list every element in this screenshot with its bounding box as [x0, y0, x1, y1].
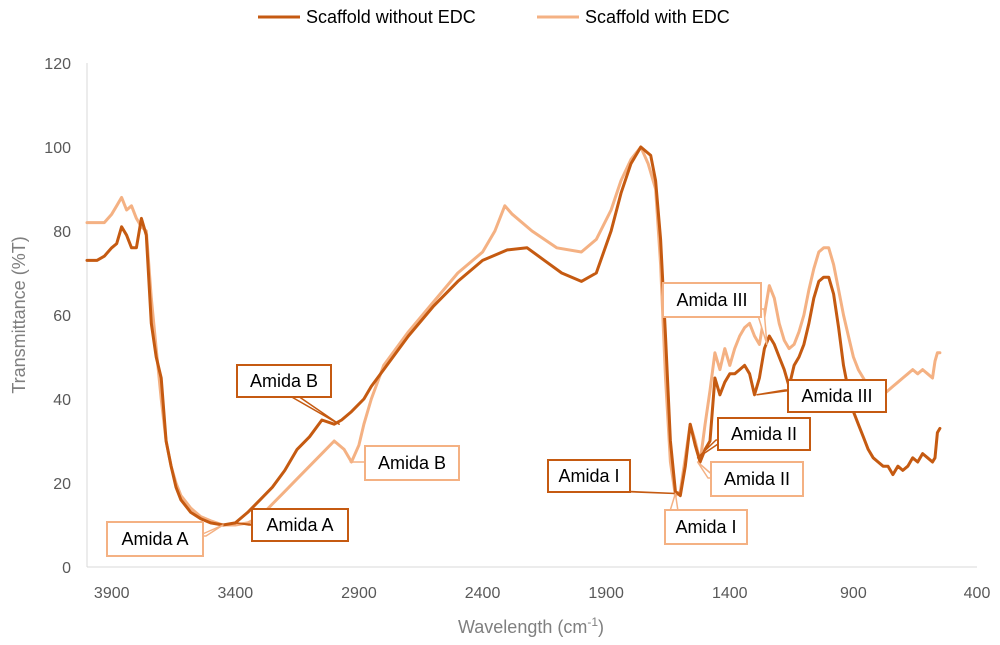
callout-label: Amida III: [676, 290, 747, 310]
y-tick-label: 40: [53, 392, 71, 409]
annotation-callout: Amida II: [696, 417, 811, 459]
series-line-1: [85, 145, 942, 527]
callout-label: Amida B: [378, 453, 446, 473]
annotation-callout: Amida B: [349, 445, 460, 481]
series-line-2: [85, 145, 942, 527]
callout-label: Amida B: [250, 371, 318, 391]
x-tick-labels: 3900 3400 2900 2400 1900 1400 900 400: [94, 585, 991, 602]
callout-label: Amida A: [121, 529, 188, 549]
legend-label-series-1: Scaffold without EDC: [306, 7, 476, 27]
callout-box: [106, 521, 204, 557]
annotations: Amida A Amida A Amida B Amida B Amida I Amida…: [106, 282, 887, 557]
plot-area: [85, 145, 942, 527]
x-tick-label: 1400: [712, 585, 748, 602]
callout-box: [547, 459, 631, 493]
annotation-callout: Amida B: [236, 364, 340, 425]
callout-leader: [289, 395, 340, 425]
callout-box: [251, 508, 349, 542]
x-axis-title: Wavelength (cm-1): [458, 615, 604, 637]
annotation-callout: Amida III: [756, 379, 887, 413]
annotation-callout: Amida A: [234, 508, 349, 542]
x-tick-label: 1900: [588, 585, 624, 602]
y-tick-label: 120: [44, 56, 71, 73]
y-axis-title: Transmittance (%T): [9, 236, 29, 393]
legend-label-series-2: Scaffold with EDC: [585, 7, 730, 27]
callout-box: [787, 379, 887, 413]
callout-label: Amida I: [675, 517, 736, 537]
callout-label: Amida I: [558, 466, 619, 486]
annotation-callout: Amida I: [547, 459, 677, 495]
x-tick-label: 900: [840, 585, 867, 602]
x-tick-label: 2900: [341, 585, 377, 602]
callout-box: [664, 509, 748, 545]
y-tick-label: 60: [53, 308, 71, 325]
x-tick-label: 3400: [218, 585, 254, 602]
annotation-callout: Amida II: [696, 461, 804, 497]
x-tick-label: 400: [964, 585, 991, 602]
x-tick-label: 2400: [465, 585, 501, 602]
legend: Scaffold without EDC Scaffold with EDC: [258, 7, 730, 27]
callout-label: Amida III: [801, 386, 872, 406]
y-tick-label: 100: [44, 140, 71, 157]
annotation-callout: Amida III: [662, 282, 768, 346]
callout-label: Amida II: [731, 424, 797, 444]
callout-label: Amida II: [724, 469, 790, 489]
callout-box: [662, 282, 762, 318]
y-tick-label: 20: [53, 476, 71, 493]
callout-box: [236, 364, 332, 398]
y-tick-label: 0: [62, 560, 71, 577]
annotation-callout: Amida I: [664, 492, 748, 545]
callout-box: [717, 417, 811, 451]
x-tick-label: 3900: [94, 585, 130, 602]
y-tick-labels: 0 20 40 60 80 100 120: [44, 56, 71, 577]
callout-label: Amida A: [266, 515, 333, 535]
y-tick-label: 80: [53, 224, 71, 241]
callout-box: [364, 445, 460, 481]
callout-box: [710, 461, 804, 497]
annotation-callout: Amida A: [106, 521, 224, 557]
